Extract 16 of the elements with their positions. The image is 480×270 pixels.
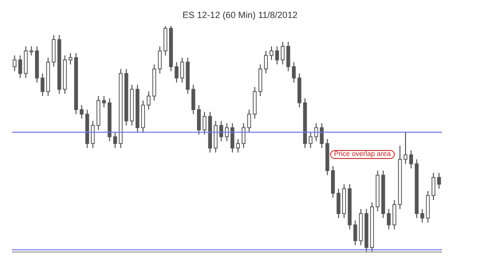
candlestick bbox=[353, 220, 358, 246]
candlestick bbox=[12, 54, 17, 72]
candlestick bbox=[252, 86, 257, 120]
candlestick bbox=[286, 41, 290, 72]
candlestick bbox=[191, 84, 196, 115]
candlestick bbox=[24, 46, 28, 78]
candlestick bbox=[158, 46, 162, 74]
candlestick bbox=[247, 109, 252, 133]
candlestick bbox=[258, 64, 262, 97]
candlestick bbox=[420, 208, 424, 224]
candlestick bbox=[386, 208, 391, 230]
candlestick bbox=[292, 62, 296, 83]
candlestick bbox=[18, 54, 22, 78]
candlestick bbox=[280, 41, 285, 65]
chart-title: ES 12-12 (60 Min) 11/8/2012 bbox=[182, 9, 298, 22]
candlestick bbox=[52, 34, 56, 68]
